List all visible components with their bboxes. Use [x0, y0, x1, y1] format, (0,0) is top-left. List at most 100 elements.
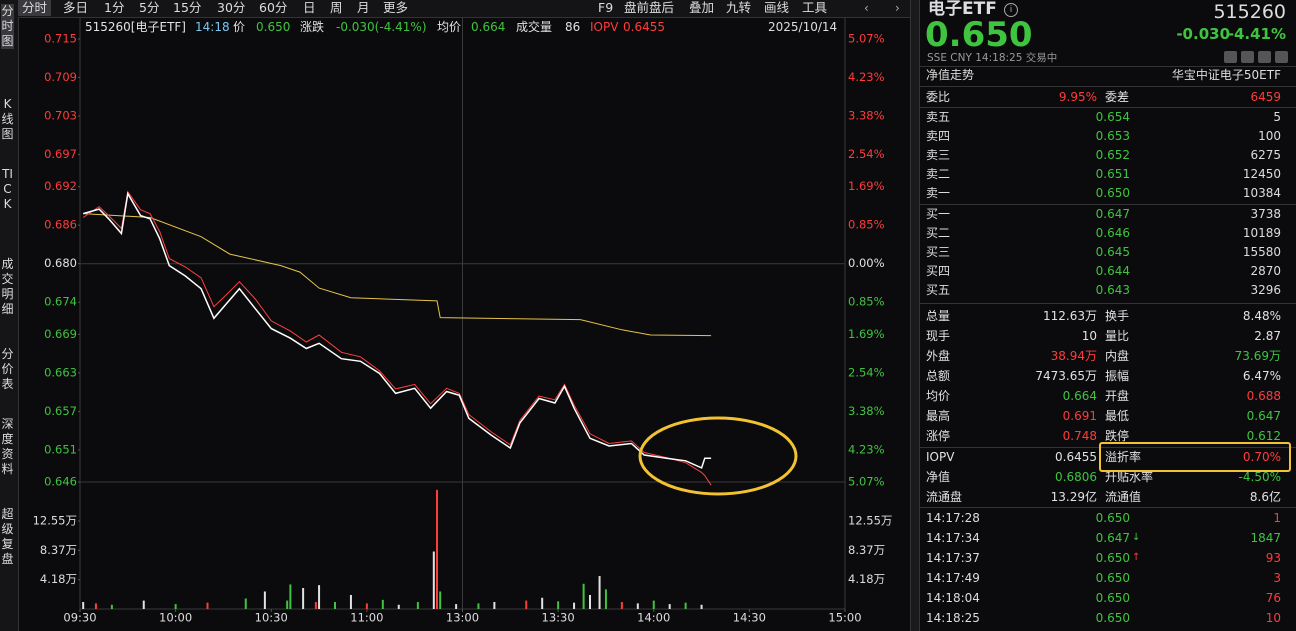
stat-cell: 流通盘	[926, 490, 963, 504]
volume-bar	[439, 591, 442, 609]
y-tick-label: 0.669	[44, 327, 77, 341]
stat-cell: 0.6455	[1055, 450, 1097, 464]
mini-icon[interactable]	[1258, 51, 1271, 63]
stat-cell: 10	[1081, 329, 1097, 343]
stat-cell: 内盘	[1105, 349, 1130, 363]
tool-button[interactable]: 九转	[726, 0, 752, 15]
y-tick-label: 0.651	[44, 442, 77, 456]
side-tab[interactable]: K线图	[1, 97, 14, 141]
stat-cell: 9.95%	[1058, 90, 1097, 104]
tick-volume: 93	[1265, 551, 1281, 565]
info-item: 均价	[437, 20, 462, 34]
stat-cell: 0.612	[1246, 429, 1281, 443]
tool-button[interactable]: 叠加	[689, 0, 715, 15]
mini-icon[interactable]	[1275, 51, 1288, 63]
highlight-ellipse	[638, 416, 798, 496]
divider	[919, 204, 1296, 205]
book-price: 0.645	[1095, 245, 1130, 259]
stat-cell: 0.6806	[1055, 470, 1097, 484]
info-icon[interactable]: i	[1004, 3, 1018, 17]
vol-tick-label: 8.37万	[40, 543, 77, 557]
period-tab[interactable]: 15分	[173, 0, 202, 15]
mini-icon[interactable]	[1224, 51, 1237, 63]
tick-arrow: ↑	[1132, 552, 1141, 563]
tick-volume: 1	[1273, 511, 1281, 525]
tick-price: 0.650	[1095, 611, 1130, 625]
tool-button[interactable]: 画线	[764, 0, 790, 15]
pct-tick-label: 3.38%	[848, 109, 885, 123]
stat-cell: 8.6亿	[1249, 490, 1281, 504]
tick-time: 14:17:34	[926, 531, 980, 545]
side-tab[interactable]: 成交明细	[1, 257, 14, 316]
period-tab[interactable]: 1分	[104, 0, 125, 15]
stat-cell: 8.48%	[1242, 309, 1281, 323]
volume-bar	[455, 604, 458, 609]
side-tab[interactable]: TICK	[2, 167, 13, 211]
splitter[interactable]	[910, 0, 920, 631]
pct-tick-label: 3.38%	[848, 404, 885, 418]
book-price: 0.644	[1095, 264, 1130, 278]
period-tab[interactable]: 5分	[139, 0, 160, 15]
period-tab[interactable]: 30分	[217, 0, 246, 15]
volume-bar	[620, 601, 623, 609]
stat-cell: 6459	[1250, 90, 1281, 104]
volume-bar	[334, 601, 336, 609]
x-tick-label: 14:00	[637, 611, 670, 625]
book-volume: 6275	[1250, 148, 1281, 162]
stat-cell: 均价	[926, 389, 951, 403]
stat-cell: 6.47%	[1242, 369, 1281, 383]
book-label: 买五	[926, 283, 951, 297]
pct-tick-label: 5.07%	[848, 475, 885, 489]
chart: 0.715 5.07% 0.709 4.23% 0.703 3.38% 0.697 2.54%…	[33, 18, 892, 625]
period-tab[interactable]: 月	[357, 0, 370, 15]
stat-cell: 换手	[1105, 309, 1130, 323]
highlight-box	[1099, 442, 1291, 472]
volume-bar	[142, 600, 145, 609]
divider	[919, 447, 1296, 448]
stat-cell: 112.63万	[1043, 309, 1097, 323]
stat-cell: 净值	[926, 470, 951, 484]
nav-left[interactable]: ‹	[864, 1, 869, 15]
divider	[919, 507, 1296, 508]
side-tab[interactable]: 超级复盘	[1, 507, 14, 566]
side-tab[interactable]: 深度资料	[1, 417, 14, 476]
y-tick-label: 0.715	[44, 32, 77, 46]
tool-button[interactable]: 盘前盘后	[624, 0, 675, 15]
book-volume: 10384	[1242, 186, 1281, 200]
period-tab[interactable]: 更多	[383, 0, 409, 15]
tool-button[interactable]: 工具	[802, 0, 828, 15]
period-tab[interactable]: 周	[330, 0, 343, 15]
volume-bar	[668, 604, 671, 609]
volume-bar	[525, 600, 528, 609]
period-tab[interactable]: 60分	[259, 0, 288, 15]
divider	[919, 303, 1296, 304]
volume-bar	[589, 594, 591, 609]
y-tick-label: 0.657	[44, 404, 77, 418]
stat-cell: 跌停	[1105, 429, 1130, 443]
x-tick-label: 15:00	[828, 611, 861, 625]
stat-cell: 量比	[1105, 329, 1130, 343]
volume-bar	[381, 599, 384, 609]
side-tab[interactable]: 分时图	[1, 4, 14, 49]
mini-icon[interactable]	[1241, 51, 1254, 63]
info-item: 价	[233, 20, 246, 34]
pct-tick-label: 4.23%	[848, 70, 885, 84]
period-tab[interactable]: 多日	[63, 0, 89, 15]
stat-cell: 7473.65万	[1035, 369, 1097, 383]
nav-link[interactable]: 净值走势	[926, 68, 975, 82]
fund-code: 515260	[1213, 1, 1286, 23]
period-tab[interactable]: 日	[303, 0, 316, 15]
stat-cell: 升贴水率	[1105, 470, 1154, 484]
stat-cell: 委比	[926, 90, 951, 104]
tool-button[interactable]: F9	[598, 0, 614, 15]
book-price: 0.651	[1095, 167, 1130, 181]
book-volume: 100	[1258, 129, 1281, 143]
nav-right[interactable]: ›	[895, 1, 900, 15]
fund-full-name: 华宝中证电子50ETF	[1171, 68, 1281, 82]
period-tab[interactable]: 分时	[18, 0, 52, 16]
stat-cell: 0.748	[1062, 429, 1097, 443]
volume-bar	[684, 602, 687, 609]
pct-tick-label: 1.69%	[848, 179, 885, 193]
info-item: 14:18	[195, 20, 230, 34]
side-tab[interactable]: 分价表	[1, 347, 14, 391]
